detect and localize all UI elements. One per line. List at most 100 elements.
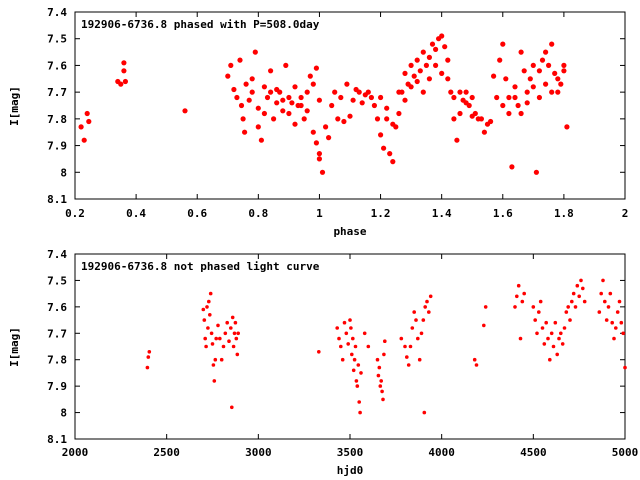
data-point (483, 305, 488, 309)
data-point (292, 121, 298, 127)
data-point (549, 41, 555, 47)
y-axis-label: I[mag] (8, 327, 21, 367)
data-point (355, 384, 360, 388)
y-tick-label: 7.5 (47, 33, 67, 46)
y-tick-label: 7.4 (47, 248, 67, 261)
y-tick-label: 8.1 (47, 433, 67, 446)
data-point (359, 100, 365, 106)
data-point (359, 371, 363, 375)
data-point (417, 357, 422, 362)
data-point (280, 97, 286, 103)
data-point (319, 169, 326, 175)
data-point (354, 379, 359, 383)
data-point (439, 33, 445, 39)
data-point (255, 124, 261, 130)
data-point (512, 94, 518, 101)
x-tick-label: 1 (316, 207, 323, 220)
data-point (225, 320, 229, 325)
data-point (559, 331, 563, 336)
data-point (313, 140, 319, 146)
data-point (219, 357, 224, 362)
data-point (406, 363, 411, 367)
data-point (402, 97, 408, 103)
data-point (258, 137, 264, 143)
data-point (564, 310, 569, 314)
data-point (238, 102, 245, 109)
data-point (417, 68, 423, 74)
data-point (374, 116, 381, 122)
data-point (497, 57, 503, 63)
data-point (383, 339, 387, 344)
data-point (233, 320, 238, 325)
data-point (408, 62, 414, 68)
data-point (423, 305, 428, 309)
y-tick-label: 7.6 (47, 301, 67, 314)
data-point (382, 352, 386, 357)
data-point (416, 336, 420, 341)
data-point (457, 110, 463, 117)
data-point (546, 62, 552, 68)
data-point (261, 110, 267, 117)
data-point (304, 89, 310, 95)
data-point (617, 299, 622, 304)
data-point (520, 299, 525, 304)
data-point (553, 320, 558, 325)
data-point (78, 124, 84, 130)
data-point (410, 326, 415, 330)
data-point (86, 118, 92, 125)
data-points (145, 278, 627, 415)
x-tick-label: 5000 (612, 446, 639, 459)
x-tick-label: 2000 (62, 446, 89, 459)
data-point (307, 73, 313, 79)
data-point (221, 344, 226, 349)
data-point (252, 49, 258, 55)
data-point (348, 318, 352, 322)
data-point (218, 336, 222, 341)
data-point (552, 70, 558, 76)
data-point (555, 76, 561, 82)
data-point (425, 299, 429, 304)
x-tick-label: 1.4 (432, 207, 452, 220)
data-point (350, 352, 354, 357)
x-tick-label: 2 (622, 207, 629, 220)
data-point (524, 100, 530, 106)
data-point (323, 124, 329, 130)
data-point (246, 97, 252, 103)
data-point (558, 81, 564, 87)
data-point (310, 129, 316, 135)
data-point (207, 299, 211, 304)
x-tick-label: 0.6 (187, 207, 207, 220)
data-point (203, 336, 207, 341)
data-point (236, 331, 240, 336)
data-point (384, 116, 390, 122)
data-point (503, 76, 509, 82)
data-point (316, 156, 322, 162)
data-point (433, 46, 439, 53)
data-point (249, 76, 255, 82)
data-point (242, 129, 248, 135)
data-point (344, 81, 350, 87)
data-point (414, 57, 420, 63)
data-point (537, 310, 541, 314)
data-point (536, 94, 543, 101)
data-point (213, 357, 218, 362)
data-point (521, 68, 527, 74)
data-point (518, 110, 524, 117)
data-point (228, 62, 234, 68)
data-point (209, 331, 214, 336)
data-point (426, 54, 432, 61)
data-point (564, 124, 570, 130)
data-point (351, 368, 356, 373)
data-point (427, 310, 431, 314)
data-point (384, 105, 390, 111)
data-point (457, 89, 463, 95)
data-point (362, 331, 367, 336)
plot-frame (74, 253, 626, 440)
data-point (261, 84, 267, 90)
data-point (615, 310, 620, 314)
y-tick-label: 8.1 (47, 193, 67, 206)
data-point (286, 110, 292, 117)
data-point (555, 89, 561, 95)
y-tick-label: 7.6 (47, 59, 67, 72)
data-point (419, 331, 424, 336)
